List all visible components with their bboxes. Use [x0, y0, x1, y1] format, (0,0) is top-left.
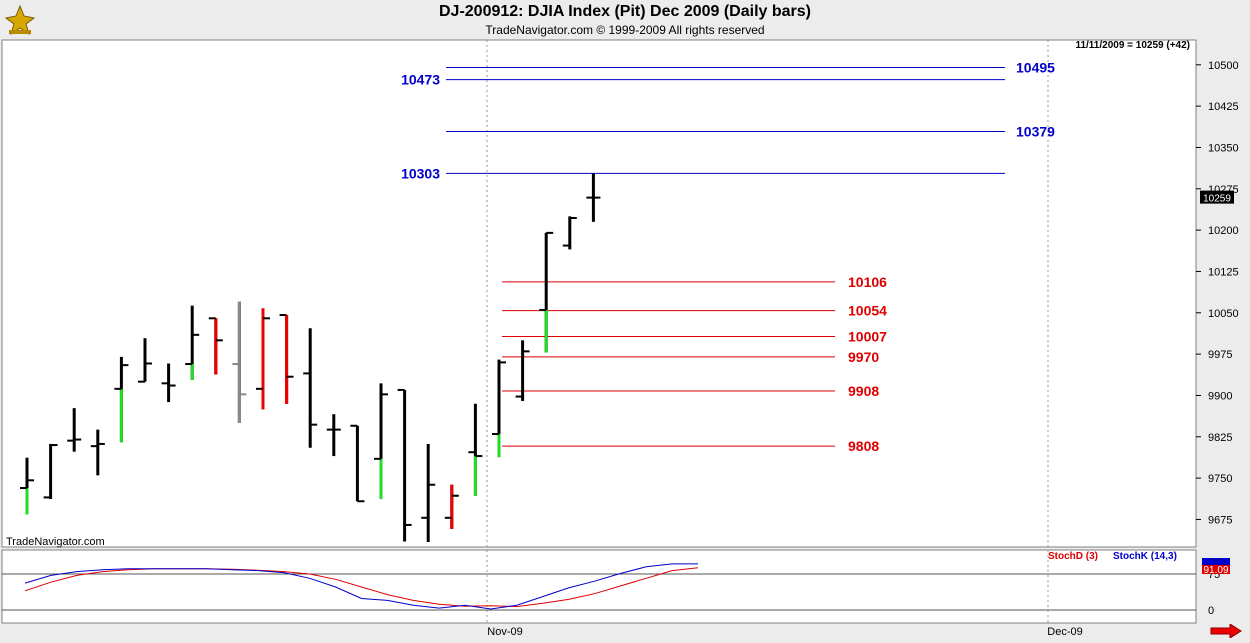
level-label-red: 10054 [848, 303, 887, 319]
ohlc-bar [90, 429, 105, 476]
legend-stoch-k: StochK (14,3) [1113, 551, 1177, 562]
level-label-red: 9970 [848, 349, 879, 365]
y-tick-label: 9825 [1208, 432, 1232, 444]
y-tick-label: 9675 [1208, 514, 1232, 526]
last-price-tag: 10259 [1203, 194, 1231, 205]
level-label-red: 10106 [848, 274, 887, 290]
ohlc-bar [562, 216, 577, 250]
level-label-blue: 10303 [401, 165, 440, 181]
y-tick-label: 10050 [1208, 308, 1239, 320]
price-info-label: 11/11/2009 = 10259 (+42) [1075, 40, 1190, 51]
ohlc-bar [492, 359, 506, 458]
watermark-label: TradeNavigator.com [6, 536, 105, 548]
stoch-y-tick-label: 0 [1208, 605, 1214, 617]
level-label-blue: 10379 [1016, 123, 1055, 139]
stoch-k-line [24, 563, 698, 610]
x-tick-label: Nov-09 [487, 626, 522, 638]
level-label-red: 9908 [848, 383, 879, 399]
price-panel [1, 39, 1197, 548]
x-tick-label: Dec-09 [1047, 626, 1082, 638]
ohlc-bar [350, 424, 365, 503]
chart-subtitle: TradeNavigator.com © 1999-2009 All right… [485, 23, 765, 37]
y-tick-label: 9900 [1208, 390, 1232, 402]
y-tick-label: 10125 [1208, 266, 1239, 278]
ohlc-bar [232, 301, 247, 424]
ohlc-bar [303, 328, 318, 448]
stoch-tag-bg-k [1202, 558, 1230, 565]
y-tick-label: 9975 [1208, 349, 1232, 361]
stoch-last-value-tag: 91.09 [1203, 565, 1228, 576]
ohlc-bar [138, 338, 152, 383]
ohlc-bar [114, 356, 129, 443]
ohlc-bar [444, 484, 459, 529]
ohlc-bar [539, 231, 554, 353]
logo-icon [4, 4, 36, 36]
ohlc-bar [43, 443, 58, 500]
ohlc-bar [468, 403, 483, 496]
next-arrow-icon[interactable] [1210, 624, 1242, 638]
ohlc-bar [161, 363, 176, 403]
ohlc-bar [256, 308, 270, 410]
y-tick-label: 10350 [1208, 142, 1239, 154]
level-label-red: 10007 [848, 328, 887, 344]
y-tick-label: 9750 [1208, 473, 1232, 485]
stoch-tag-bg-d [1202, 565, 1230, 574]
stoch-d-line [24, 567, 699, 608]
ohlc-bar [67, 408, 82, 452]
ohlc-bar [20, 457, 34, 515]
stoch-panel [1, 549, 1197, 624]
ohlc-bar [279, 313, 294, 404]
y-tick-label: 10500 [1208, 60, 1239, 72]
ohlc-bar [586, 173, 601, 222]
chart-title: DJ-200912: DJIA Index (Pit) Dec 2009 (Da… [438, 3, 811, 20]
legend-stoch-d: StochD (3) [1048, 551, 1098, 562]
ohlc-bar [397, 388, 412, 542]
last-price-tag-bg [1200, 190, 1234, 204]
ohlc-bar [515, 340, 530, 401]
ohlc-bar [374, 383, 388, 500]
ohlc-bar [208, 317, 223, 375]
level-label-blue: 10473 [401, 72, 440, 88]
level-label-red: 9808 [848, 438, 879, 454]
ohlc-bar [185, 305, 200, 381]
ohlc-bar [326, 414, 341, 457]
ohlc-bar [421, 443, 436, 543]
level-label-blue: 10495 [1016, 60, 1055, 76]
y-tick-label: 10425 [1208, 101, 1239, 113]
y-tick-label: 10200 [1208, 225, 1239, 237]
